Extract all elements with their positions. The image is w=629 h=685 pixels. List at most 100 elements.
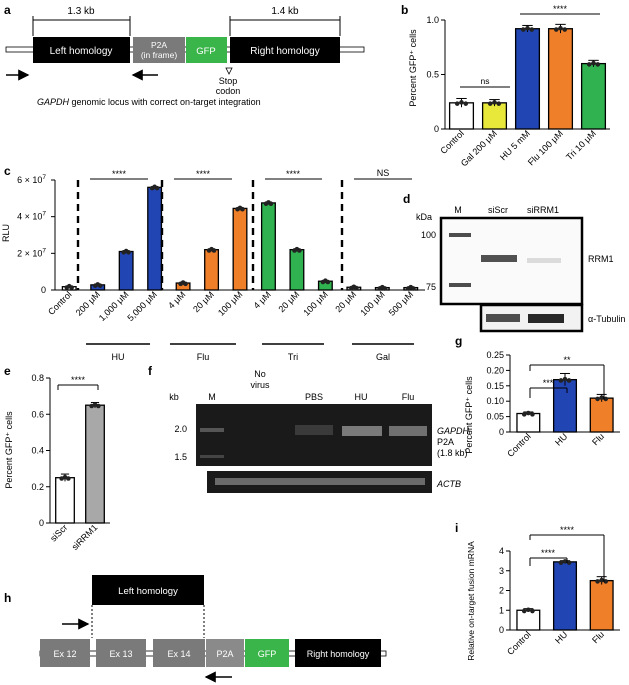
panel-c-x-tick-label: 20 μM [333,289,358,314]
panel-e-x-tick-label: siRRM1 [70,522,100,552]
lane-flu: Flu [402,392,415,402]
exon-12-box [40,639,90,667]
actb-label: ACTB [436,479,461,489]
marker-band-75 [449,283,471,287]
p2a-box [133,37,185,63]
panel-i-data-point [599,577,604,583]
panel-f-letter: f [148,364,153,378]
group-tri-label: Tri [288,352,298,362]
exon-13-box [96,639,146,667]
panel-g-y-tick-label: 0.10 [486,396,504,406]
panel-c-y-tick-label: 0 [41,285,46,295]
panel-c-x-tick-label: Control [46,289,74,317]
panel-c-y-tick-mantissa: 6 × 10 [17,175,42,185]
exon-14-label: Ex 14 [167,649,190,659]
tubulin-band-siscr [486,314,520,322]
panel-i-flu-stars: **** [560,525,575,535]
lane-m: M [208,392,216,402]
panel-c-bar [289,249,305,291]
rrm1-band-sirrm1 [527,258,561,263]
panel-c-data-point [382,286,388,291]
panel-c-x-tick-label: 100 μM [216,289,244,317]
panel-i-y-tick-label: 2 [499,586,504,596]
panel-d: d kDa M siScr siRRM1 100 75 RRM1 α-Tubul… [403,192,625,333]
panel-e-bar [55,477,75,524]
kda-label: kDa [416,212,432,222]
panel-b-x-tick-label: Flu 100 μM [526,128,565,167]
panel-c-data-point [211,248,217,253]
stop-codon-label: Stop [219,76,238,86]
panel-g-y-tick-label: 0.15 [486,381,504,391]
panel-b-data-point [525,25,530,31]
tubulin-band-sirrm1 [528,314,564,323]
panel-c-data-point [69,285,74,290]
panel-b-data-point [595,62,601,67]
mw-15: 1.5 [174,452,187,462]
panel-c-x-tick-label: 100 μM [301,289,329,317]
panel-c-bar [147,186,163,291]
band-pbs [295,425,333,435]
lane-no-virus-2: virus [250,380,270,390]
panel-i-y-tick-label: 0 [499,625,504,635]
panel-c-x-tick-label: 4 μM [166,289,187,310]
panel-b-x-tick-label: Control [438,128,466,156]
panel-i-data-point [566,560,572,565]
kb-label: kb [169,392,179,402]
panel-i-data-point [526,607,531,613]
mw-100: 100 [421,230,436,240]
panel-i-data-point [562,559,568,564]
panel-i-data-point [603,579,609,584]
panel-i-x-tick-label: HU [553,629,569,645]
panel-b-data-point [454,101,460,106]
panel-e-y-tick-label: 0.6 [31,409,44,419]
mw-2: 2.0 [174,424,187,434]
panel-b-y-tick-label: 1.0 [426,15,439,25]
panel-i-bar [589,579,614,631]
panel-e-x-tick-label: siScr [48,522,69,543]
panel-a-letter: a [4,3,11,17]
panel-b-data-point [586,62,592,67]
panel-c-x-tick-label: 200 μM [74,289,102,317]
panel-c-data-point [268,201,274,207]
panel-g-bar [552,378,578,433]
panel-i-y-tick-label: 1 [499,605,504,615]
exon-13-label: Ex 13 [109,649,132,659]
panel-b-x-tick-label: HU 5 mM [498,128,532,162]
panel-e-letter: e [4,364,11,378]
panel-c-data-point [126,250,131,255]
panel-e-data-point [96,403,101,409]
panel-b-bar [481,102,508,130]
panel-b-y-tick-label: 0.5 [426,70,439,80]
panel-c-bar [118,250,134,291]
panel-g-ylabel: Percent GFP⁺ cells [464,376,474,454]
panel-c-data-point [183,281,188,287]
panel-c-data-point [297,248,302,253]
panel-i-x-tick-label: Control [505,629,533,657]
panel-c-y-tick-label: 6 × 107 [17,174,46,185]
stop-codon-marker [225,67,233,75]
panel-b-x-tick-label: Tri 10 μM [564,128,598,162]
panel-c-bar [232,207,248,291]
rrm1-band-siscr [481,255,517,262]
panel-e-y-tick-label: 0.8 [31,373,44,383]
panel-i: i Relative on-target fusion mRNA 0 1 2 3 4 Co… [455,521,620,661]
panel-b-y-tick-label: 0 [434,124,439,134]
panel-i-letter: i [455,521,458,535]
rrm1-label: RRM1 [588,254,614,264]
panel-c-x-tick-label: 4 μM [252,289,273,310]
panel-b-ylabel: Percent GFP⁺ cells [408,29,418,107]
gfp-box [245,639,289,667]
panel-b-data-point [492,100,497,105]
panel-g-bar [589,397,614,433]
group-flu-label: Flu [197,352,210,362]
panel-b-data-point [463,101,469,106]
panel-g-bar [516,412,541,433]
panel-b-data-point [553,27,559,32]
tubulin-label: α-Tubulin [588,314,625,324]
exon-14-box [153,639,205,667]
panel-g-data-point [599,395,604,400]
